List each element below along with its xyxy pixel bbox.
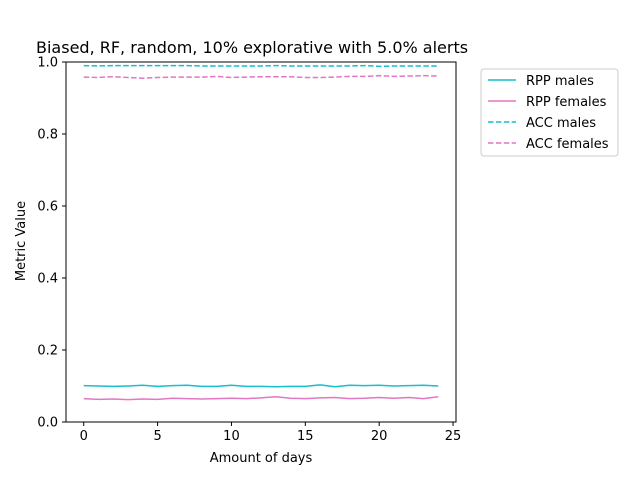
legend-entry-label: RPP females [526,95,607,110]
series-line-rpp-females [83,396,439,401]
x-tick-label: 5 [153,429,161,444]
plot-lines [83,64,439,401]
series-line-rpp-males [83,384,439,388]
y-tick-label: 0.8 [37,128,58,143]
chart-title: Biased, RF, random, 10% explorative with… [36,38,468,57]
x-tick-label: 20 [371,429,388,444]
x-tick-label: 0 [80,429,88,444]
y-tick-label: 1.0 [37,56,58,71]
legend-box [480,68,619,157]
legend-entry-label: ACC females [526,137,609,152]
y-tick-label: 0.4 [37,272,58,287]
x-tick-label: 15 [297,429,314,444]
x-axis-ticks: 0 5 10 15 20 25 [80,422,462,444]
y-axis-ticks: 0.0 0.2 0.4 0.6 0.8 1.0 [37,56,66,431]
y-tick-label: 0.2 [37,344,58,359]
x-tick-label: 10 [223,429,240,444]
series-line-acc-males [83,64,439,68]
x-axis-label: Amount of days [210,451,313,466]
y-tick-label: 0.0 [37,416,58,431]
y-tick-label: 0.6 [37,200,58,215]
y-axis-label: Metric Value [14,201,29,281]
legend-entry-label: ACC males [526,116,596,131]
legend-entry-label: RPP males [526,74,594,89]
x-tick-label: 25 [445,429,462,444]
legend: RPP males RPP females ACC males ACC females [480,68,619,157]
plot-frame [65,61,457,423]
series-line-acc-females [83,74,439,79]
